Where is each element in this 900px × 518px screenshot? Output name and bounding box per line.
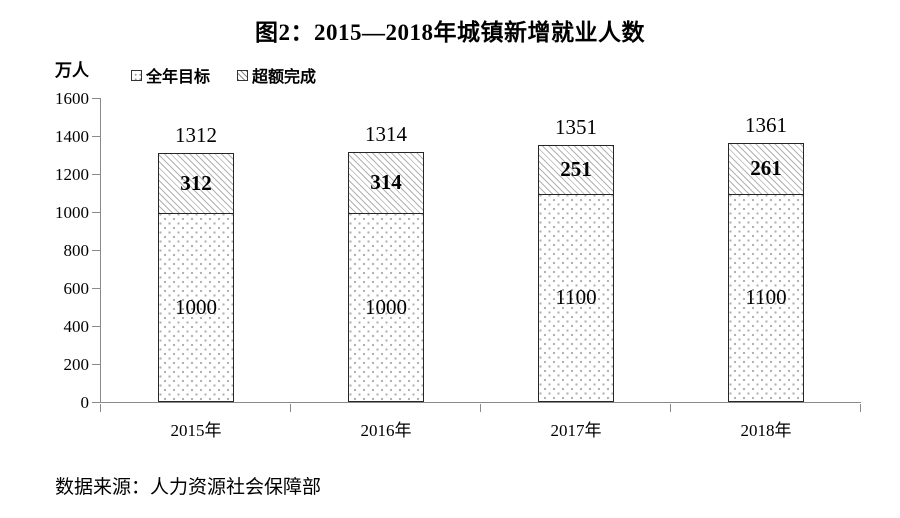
- bar-exceeded-value-label: 251: [560, 157, 592, 182]
- y-axis-tick-label: 200: [63, 354, 90, 374]
- legend: 全年目标 超额完成: [131, 63, 316, 87]
- bar-total-label: 1314: [365, 122, 407, 147]
- bar-target-value-label: 1100: [745, 285, 787, 309]
- y-axis-tick-label: 0: [80, 392, 90, 412]
- data-source-note: 数据来源：人力资源社会保障部: [55, 477, 322, 498]
- y-axis-tick: [91, 287, 100, 289]
- x-axis-tick: [290, 403, 292, 412]
- legend-label: 超额完成: [252, 69, 317, 86]
- y-axis-tick-label: 1400: [55, 126, 89, 146]
- x-axis-tick: [100, 403, 102, 412]
- bar-exceeded-value-label: 312: [180, 170, 212, 195]
- y-axis-tick: [91, 325, 100, 327]
- y-axis-tick: [91, 135, 100, 137]
- x-axis-tick: [860, 403, 862, 412]
- bar-exceeded-value-label: 261: [750, 156, 782, 181]
- bar-target-value-label: 1000: [175, 294, 217, 319]
- bar-segment-target: 1100: [728, 193, 804, 402]
- bar-total-label: 1361: [745, 113, 787, 138]
- hatched-swatch-icon: [237, 69, 249, 81]
- bar-segment-exceeded: 261: [728, 143, 804, 195]
- bar-target-value-label: 1000: [365, 294, 407, 319]
- dotted-swatch-icon: [131, 69, 142, 81]
- y-axis-tick: [91, 363, 100, 365]
- y-axis-tick: [91, 249, 100, 251]
- bar-segment-target: 1000: [158, 212, 234, 402]
- y-axis-tick: [91, 97, 100, 99]
- bar-segment-exceeded: 312: [158, 152, 234, 214]
- bar-total-label: 1312: [175, 122, 217, 147]
- bar-total-label: 1351: [555, 115, 597, 140]
- y-axis-tick-label: 800: [63, 240, 90, 260]
- bar-segment-exceeded: 314: [348, 152, 424, 214]
- x-axis-category-label: 2015年: [170, 421, 222, 440]
- legend-item-exceeded: 超额完成: [237, 63, 316, 87]
- y-axis-tick: [91, 211, 100, 213]
- y-axis-tick-label: 1000: [55, 202, 89, 222]
- bar-segment-target: 1100: [538, 193, 614, 402]
- plot-area: 0 200 400 600 800 1000 1200 1400 1600 2015年 2016年 2…: [55, 90, 862, 440]
- x-axis-tick: [670, 403, 672, 412]
- y-axis-tick: [91, 401, 100, 403]
- bar-exceeded-value-label: 314: [370, 170, 402, 195]
- bar-segment-target: 1000: [348, 212, 424, 402]
- bar-target-value-label: 1100: [555, 285, 597, 309]
- x-axis-category-label: 2016年: [360, 421, 412, 440]
- y-axis-tick: [91, 173, 100, 175]
- y-axis-unit-label: 万人: [55, 61, 89, 80]
- legend-item-target: 全年目标: [131, 63, 210, 87]
- x-axis-tick: [480, 403, 482, 412]
- y-axis-tick-label: 1600: [55, 88, 89, 108]
- legend-label: 全年目标: [146, 69, 211, 86]
- x-axis-category-label: 2017年: [550, 421, 602, 440]
- y-axis-tick-label: 1200: [55, 164, 89, 184]
- y-axis-tick-label: 400: [63, 316, 90, 336]
- x-axis-category-label: 2018年: [740, 421, 792, 440]
- y-axis-tick-label: 600: [63, 278, 90, 298]
- chart-title: 图2：2015—2018年城镇新增就业人数: [255, 20, 645, 45]
- bar-segment-exceeded: 251: [538, 145, 614, 195]
